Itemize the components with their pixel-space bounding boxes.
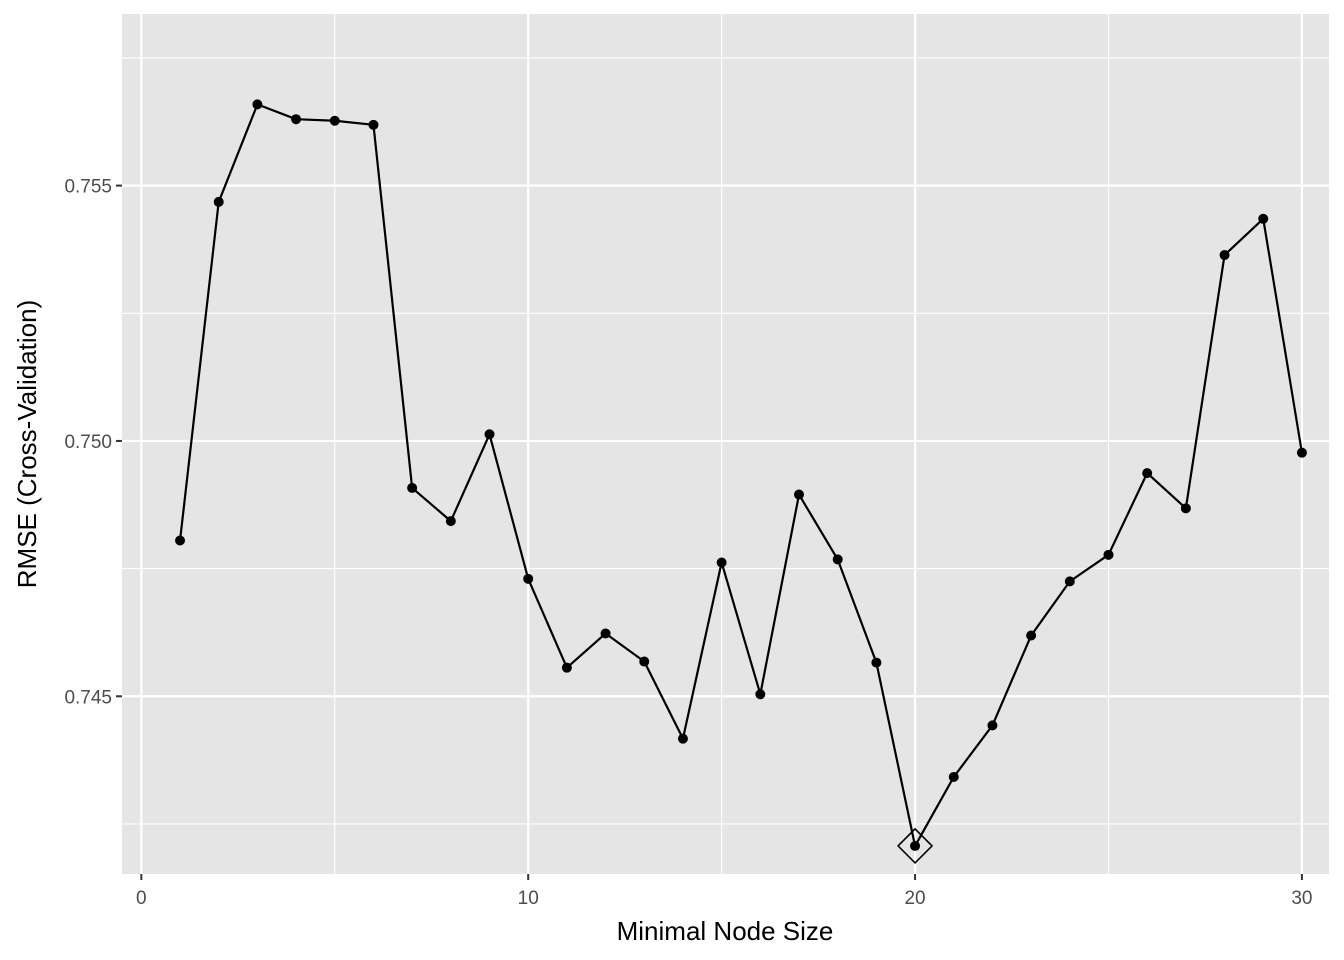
grid-minor bbox=[122, 14, 1329, 874]
y-tick-label: 0.755 bbox=[64, 177, 112, 198]
data-point bbox=[1026, 630, 1037, 641]
data-point bbox=[794, 489, 805, 500]
x-tick-label: 30 bbox=[1291, 888, 1312, 909]
data-point bbox=[523, 573, 534, 584]
grid-major bbox=[122, 14, 1329, 874]
data-point bbox=[561, 662, 572, 673]
data-point bbox=[368, 119, 379, 130]
data-point bbox=[1296, 447, 1307, 458]
highlight-layer bbox=[896, 827, 934, 865]
x-axis-title: Minimal Node Size bbox=[617, 916, 834, 946]
data-point bbox=[484, 429, 495, 440]
x-tick-label: 0 bbox=[136, 888, 147, 909]
data-point bbox=[329, 115, 340, 126]
data-point bbox=[716, 557, 727, 568]
y-axis: 0.745 0.750 0.755 bbox=[64, 177, 122, 708]
data-point bbox=[677, 733, 688, 744]
data-point bbox=[910, 840, 921, 851]
data-point bbox=[252, 99, 263, 110]
data-point bbox=[291, 114, 302, 125]
data-point bbox=[175, 535, 186, 546]
x-tick-label: 10 bbox=[518, 888, 539, 909]
data-point bbox=[1219, 250, 1230, 261]
data-point bbox=[639, 656, 650, 667]
plot-panel bbox=[122, 14, 1329, 874]
data-point bbox=[213, 196, 224, 207]
best-value-diamond-marker bbox=[896, 827, 934, 865]
data-point bbox=[600, 628, 611, 639]
data-point bbox=[871, 657, 882, 668]
data-point bbox=[1180, 503, 1191, 514]
series-line bbox=[178, 103, 1304, 848]
data-point bbox=[1103, 549, 1114, 560]
y-axis-title: RMSE (Cross-Validation) bbox=[12, 300, 42, 588]
x-axis: 0 10 20 30 bbox=[136, 874, 1312, 909]
data-point bbox=[1142, 468, 1153, 479]
y-tick-label: 0.750 bbox=[64, 432, 112, 453]
data-point bbox=[755, 689, 766, 700]
data-point bbox=[407, 482, 418, 493]
data-point bbox=[445, 516, 456, 527]
x-tick-label: 20 bbox=[904, 888, 925, 909]
data-point bbox=[987, 720, 998, 731]
data-point bbox=[1258, 213, 1269, 224]
data-point bbox=[948, 771, 959, 782]
data-point bbox=[1064, 576, 1075, 587]
y-tick-label: 0.745 bbox=[64, 687, 112, 708]
data-point bbox=[832, 554, 843, 565]
series-layer bbox=[175, 99, 1307, 851]
